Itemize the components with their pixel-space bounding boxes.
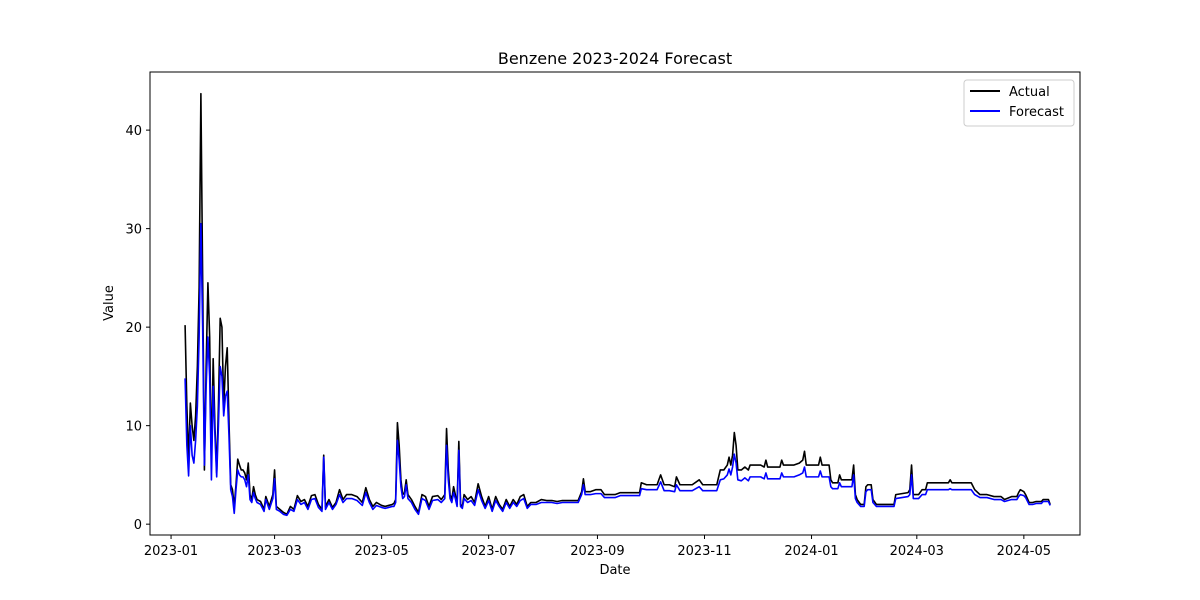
y-axis-ticks: 0 10 20 30 40: [125, 124, 150, 533]
legend-label-actual: Actual: [1009, 85, 1050, 100]
x-tick-label: 2023-03: [247, 544, 301, 559]
x-axis-label: Date: [599, 563, 630, 578]
y-tick-label: 0: [134, 518, 142, 533]
x-tick-label: 2023-11: [677, 544, 731, 559]
x-axis-ticks: 2023-01 2023-03 2023-05 2023-07 2023-09 2023-…: [144, 535, 1051, 559]
x-tick-label: 2024-05: [997, 544, 1051, 559]
x-tick-label: 2024-01: [784, 544, 838, 559]
x-tick-label: 2024-03: [890, 544, 944, 559]
y-tick-label: 30: [125, 223, 142, 238]
plot-lines: [184, 92, 1051, 517]
series-line-forecast: [184, 222, 1051, 517]
x-tick-label: 2023-07: [461, 544, 515, 559]
y-tick-label: 20: [125, 321, 142, 336]
x-tick-label: 2023-05: [354, 544, 408, 559]
y-tick-label: 10: [125, 420, 142, 435]
chart-title: Benzene 2023-2024 Forecast: [498, 49, 732, 68]
x-tick-label: 2023-09: [570, 544, 624, 559]
legend-label-forecast: Forecast: [1009, 105, 1064, 120]
y-tick-label: 40: [125, 124, 142, 139]
legend: Actual Forecast: [963, 79, 1075, 127]
y-axis-label: Value: [102, 285, 117, 321]
axes-frame: [149, 71, 1081, 536]
x-tick-label: 2023-01: [144, 544, 198, 559]
